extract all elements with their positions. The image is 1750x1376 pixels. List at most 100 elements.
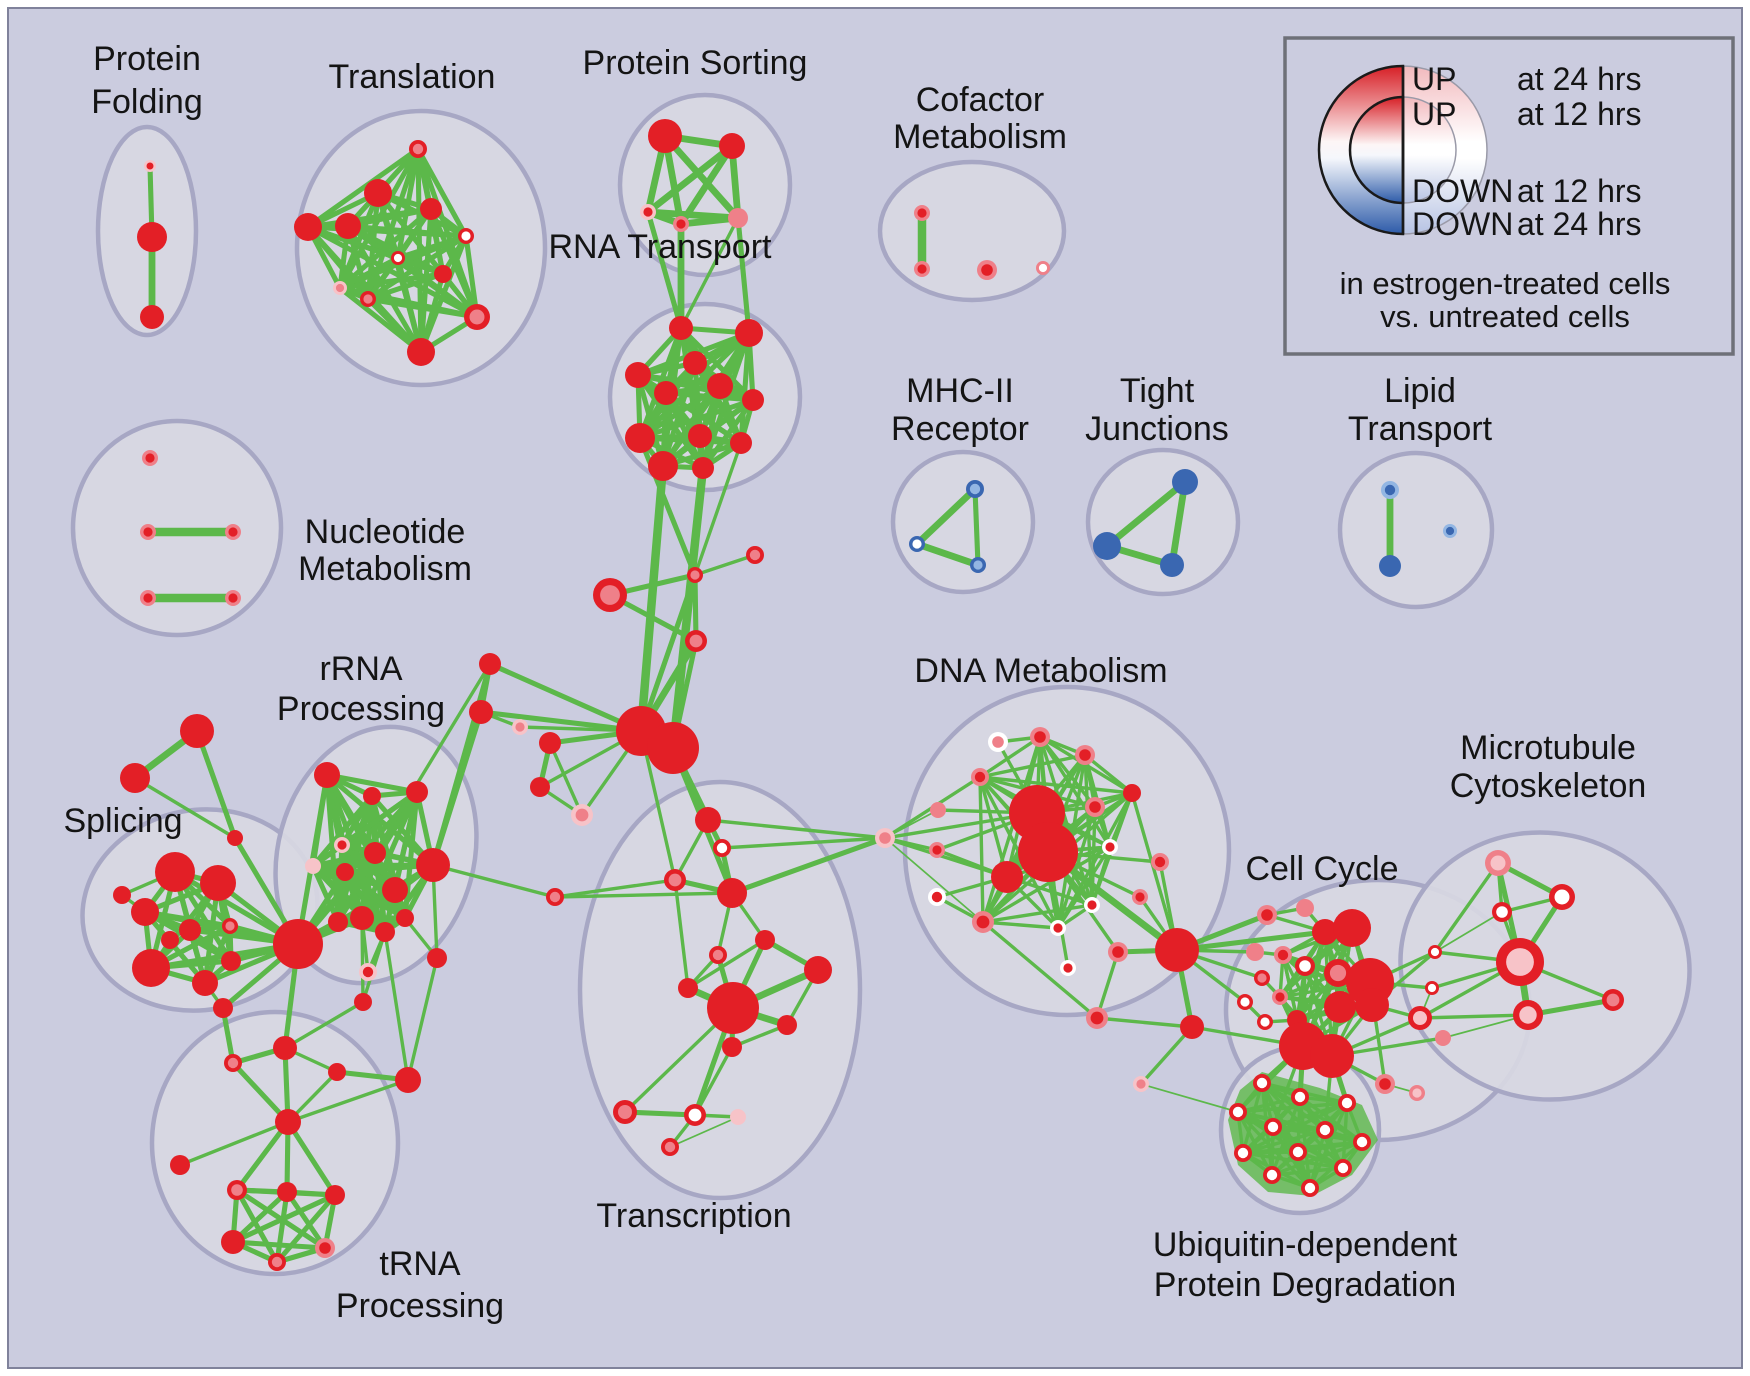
gene-node[interactable] [382,877,408,903]
gene-node[interactable] [1036,261,1050,275]
gene-node[interactable] [1408,1006,1432,1030]
gene-node[interactable] [273,1036,297,1060]
gene-node[interactable] [273,919,323,969]
gene-node[interactable] [227,830,243,846]
gene-node[interactable] [227,1180,247,1200]
gene-node[interactable] [1409,1085,1425,1101]
gene-node[interactable] [1257,905,1277,925]
gene-node[interactable] [970,557,986,573]
gene-node[interactable] [325,1185,345,1205]
gene-node[interactable] [1133,1076,1149,1092]
gene-node[interactable] [1151,853,1169,871]
gene-node[interactable] [1030,727,1050,747]
gene-node[interactable] [1324,959,1352,987]
gene-node[interactable] [1155,928,1199,972]
gene-node[interactable] [719,133,745,159]
gene-node[interactable] [396,909,414,927]
gene-node[interactable] [735,319,763,347]
gene-node[interactable] [120,763,150,793]
gene-node[interactable] [804,956,832,984]
gene-node[interactable] [647,722,699,774]
gene-node[interactable] [140,524,156,540]
gene-node[interactable] [571,804,593,826]
gene-node[interactable] [221,1230,245,1254]
gene-node[interactable] [707,373,733,399]
gene-node[interactable] [1333,909,1371,947]
gene-node[interactable] [137,222,167,252]
gene-node[interactable] [155,852,195,892]
gene-node[interactable] [1312,919,1338,945]
gene-node[interactable] [909,536,925,552]
gene-node[interactable] [1086,1007,1108,1029]
gene-node[interactable] [335,213,361,239]
gene-node[interactable] [1254,970,1270,986]
gene-node[interactable] [664,869,686,891]
gene-node[interactable] [225,590,241,606]
gene-node[interactable] [692,457,714,479]
gene-node[interactable] [1375,1074,1395,1094]
gene-node[interactable] [512,719,528,735]
gene-node[interactable] [354,993,372,1011]
gene-node[interactable] [1102,839,1118,855]
gene-node[interactable] [221,951,241,971]
gene-node[interactable] [1379,555,1401,577]
gene-node[interactable] [1355,988,1389,1022]
gene-node[interactable] [363,787,381,805]
gene-node[interactable] [1443,524,1457,538]
gene-node[interactable] [1229,1103,1247,1121]
gene-node[interactable] [1253,1074,1271,1092]
gene-node[interactable] [1295,956,1315,976]
gene-node[interactable] [213,998,233,1018]
gene-node[interactable] [179,919,201,941]
gene-node[interactable] [1264,1118,1282,1136]
gene-node[interactable] [132,949,170,987]
gene-node[interactable] [988,732,1008,752]
gene-node[interactable] [613,1100,637,1124]
gene-node[interactable] [131,898,159,926]
gene-node[interactable] [930,802,946,818]
gene-node[interactable] [684,1104,706,1126]
gene-node[interactable] [1272,989,1288,1005]
gene-node[interactable] [593,578,627,612]
gene-node[interactable] [333,281,347,295]
gene-node[interactable] [406,781,428,803]
gene-node[interactable] [648,119,682,153]
gene-node[interactable] [1274,946,1292,964]
gene-node[interactable] [1549,884,1575,910]
gene-node[interactable] [728,208,748,228]
gene-node[interactable] [546,888,564,906]
gene-node[interactable] [1485,850,1511,876]
gene-node[interactable] [648,451,678,481]
gene-node[interactable] [1428,945,1442,959]
gene-node[interactable] [192,970,218,996]
gene-node[interactable] [755,930,775,950]
gene-node[interactable] [673,216,689,232]
gene-node[interactable] [685,630,707,652]
gene-node[interactable] [1263,1166,1281,1184]
gene-node[interactable] [914,205,930,221]
gene-node[interactable] [687,567,703,583]
gene-node[interactable] [416,848,450,882]
gene-node[interactable] [539,732,561,754]
gene-node[interactable] [1123,784,1141,802]
gene-node[interactable] [315,1238,335,1258]
gene-node[interactable] [294,213,322,241]
gene-node[interactable] [314,762,340,788]
gene-node[interactable] [1425,981,1439,995]
gene-node[interactable] [1324,991,1356,1023]
gene-node[interactable] [713,839,731,857]
gene-node[interactable] [669,316,693,340]
gene-node[interactable] [434,265,452,283]
gene-node[interactable] [914,261,930,277]
gene-node[interactable] [730,1109,746,1125]
gene-node[interactable] [972,911,994,933]
gene-node[interactable] [1093,532,1121,560]
gene-node[interactable] [722,1037,742,1057]
gene-node[interactable] [1180,1015,1204,1039]
gene-node[interactable] [1050,920,1066,936]
gene-node[interactable] [180,714,214,748]
gene-node[interactable] [305,858,321,874]
gene-node[interactable] [458,228,474,244]
gene-node[interactable] [1084,897,1100,913]
gene-node[interactable] [683,351,707,375]
